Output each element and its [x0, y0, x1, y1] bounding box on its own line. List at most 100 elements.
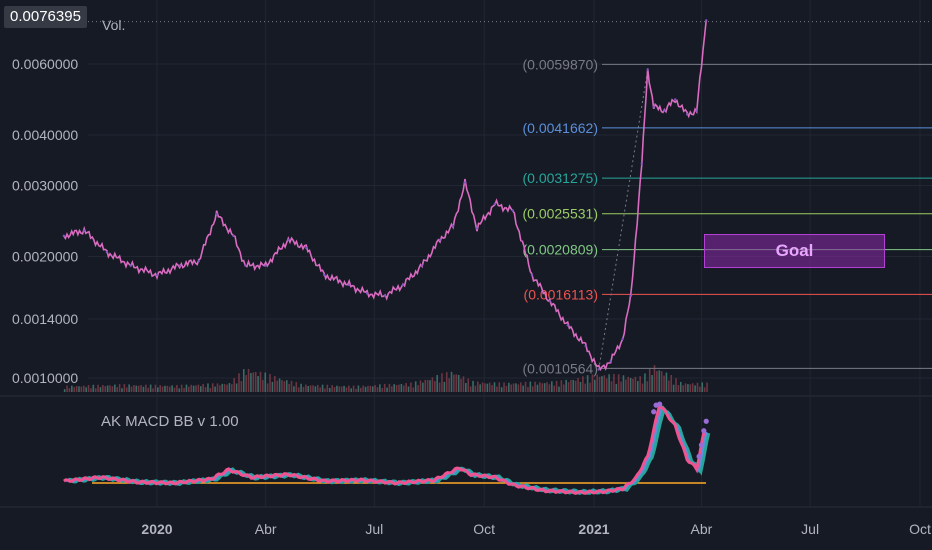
- volume-bar: [412, 387, 415, 392]
- volume-bar: [677, 385, 680, 392]
- y-tick-label: 0.0010000: [12, 370, 78, 386]
- volume-bar: [539, 382, 541, 392]
- volume-bar: [519, 382, 522, 392]
- volume-bar: [238, 373, 240, 392]
- y-tick-label: 0.0020000: [12, 249, 78, 265]
- volume-bar: [524, 381, 527, 392]
- volume-bar: [651, 374, 653, 392]
- volume-bar: [219, 385, 221, 392]
- price-point: [475, 227, 479, 230]
- volume-bar: [515, 383, 517, 392]
- volume-bar: [644, 373, 646, 392]
- volume-bar: [699, 386, 701, 392]
- volume-bar: [386, 387, 388, 392]
- volume-bar: [133, 384, 135, 392]
- volume-bar: [312, 385, 314, 392]
- volume-bar: [512, 383, 515, 392]
- volume-bar: [496, 386, 498, 392]
- volume-bar: [188, 386, 190, 392]
- price-point: [493, 202, 497, 206]
- volume-bar: [469, 386, 472, 392]
- price-point: [305, 246, 308, 250]
- volume-bar: [367, 385, 369, 392]
- volume-bar: [102, 385, 104, 392]
- volume-bar: [431, 377, 434, 392]
- volume-bar: [328, 387, 331, 392]
- volume-bar: [276, 380, 278, 392]
- volume-bar: [94, 388, 97, 392]
- volume-bar: [553, 385, 556, 392]
- volume-bar: [307, 386, 310, 392]
- x-tick-label: 2021: [578, 521, 609, 537]
- volume-bar: [223, 384, 226, 392]
- volume-bar: [491, 385, 493, 392]
- volume-bar: [508, 382, 510, 392]
- volume-bar: [457, 374, 460, 392]
- volume-bar: [598, 376, 601, 392]
- volume-bar: [639, 376, 641, 392]
- volume-bar: [66, 385, 68, 392]
- volume-bar: [316, 384, 319, 392]
- volume-bar: [402, 385, 405, 392]
- volume-bar: [696, 382, 699, 392]
- volume-bar: [357, 385, 360, 392]
- volume-bar: [68, 388, 71, 392]
- volume-bar: [214, 386, 216, 392]
- price-point: [383, 294, 387, 297]
- volume-bar: [417, 385, 419, 392]
- volume-bar: [443, 381, 446, 392]
- volume-bar: [548, 384, 551, 392]
- price-point: [652, 105, 655, 108]
- volume-bar: [629, 377, 632, 392]
- volume-bar: [503, 382, 505, 392]
- volume-bar: [293, 386, 295, 392]
- price-point: [129, 264, 132, 267]
- trend-line: [598, 69, 649, 370]
- volume-bar: [87, 385, 90, 392]
- macd-dot: [657, 401, 663, 407]
- volume-bar: [359, 387, 362, 392]
- volume-bar: [658, 370, 661, 392]
- volume-bar: [149, 384, 152, 392]
- volume-bar: [157, 387, 159, 392]
- fib-level-label: (0.0041662): [522, 120, 598, 136]
- volume-bar: [668, 380, 670, 392]
- volume-bar: [665, 372, 668, 392]
- volume-bar: [481, 382, 484, 392]
- volume-bar: [634, 376, 637, 392]
- volume-bar: [340, 386, 343, 392]
- volume-bar: [543, 383, 546, 392]
- volume-bar: [257, 376, 259, 392]
- volume-bar: [596, 374, 598, 392]
- volume-bar: [577, 377, 579, 392]
- price-point: [530, 273, 534, 277]
- volume-bar: [326, 384, 329, 392]
- volume-bar: [259, 371, 262, 392]
- current-price-badge: 0.0076395: [4, 6, 87, 28]
- volume-bar: [407, 386, 410, 392]
- volume-bar: [233, 378, 236, 392]
- volume-bar: [474, 385, 477, 392]
- y-tick-label: 0.0060000: [12, 56, 78, 72]
- volume-bar: [410, 382, 412, 392]
- volume-bar: [154, 384, 157, 392]
- volume-bar: [202, 383, 204, 392]
- volume-bar: [137, 385, 140, 392]
- volume-bar: [254, 372, 257, 392]
- volume-bar: [106, 385, 109, 392]
- price-point: [287, 238, 290, 242]
- volume-bar: [111, 386, 114, 392]
- price-point: [197, 259, 200, 263]
- macd-dot: [703, 418, 709, 424]
- volume-bar: [338, 386, 341, 392]
- volume-bar: [691, 383, 694, 392]
- volume-bar: [395, 385, 398, 392]
- volume-bar: [670, 375, 673, 392]
- volume-bar: [118, 384, 121, 392]
- volume-bar: [164, 385, 166, 392]
- price-point: [215, 212, 218, 216]
- goal-box[interactable]: Goal: [704, 234, 885, 268]
- volume-bar: [130, 386, 133, 392]
- volume-bar: [682, 385, 684, 392]
